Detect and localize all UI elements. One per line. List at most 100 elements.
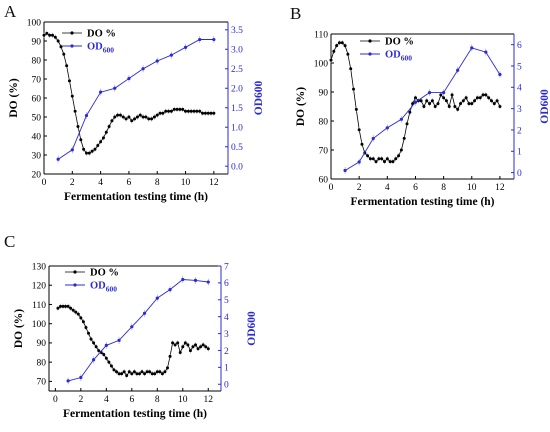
do-data-point [161,111,165,115]
do-data-point [99,140,103,144]
do-data-point [169,109,173,113]
x-tick-label: 12 [204,395,214,405]
do-data-point [147,117,151,121]
do-data-point [186,109,190,113]
do-data-point [408,110,412,114]
do-data-point [155,370,159,374]
do-data-point [150,117,154,121]
do-data-point [73,109,77,113]
y-right-tick-label: 6 [517,41,522,51]
do-data-point [475,96,479,100]
do-data-point [84,326,88,330]
do-data-point [489,99,493,103]
do-data-point [93,147,97,151]
od-data-point [371,136,375,141]
y-right-tick-label: 1 [517,148,522,158]
do-data-point [86,331,90,335]
do-data-point [352,87,356,91]
do-data-point [204,345,208,349]
do-data-point [380,157,384,161]
y-right-tick-label: 0.0 [231,163,243,173]
y-left-tick-label: 40 [32,132,42,142]
od-data-point [385,126,389,130]
do-data-point [64,304,68,308]
do-data-point [388,160,392,164]
do-data-point [206,111,210,115]
do-data-point [165,366,169,370]
do-data-point [62,52,66,56]
do-data-point [332,49,336,53]
od-data-point [181,277,185,282]
x-tick-label: 8 [155,178,160,188]
do-data-point [433,105,437,108]
od-data-point [141,67,145,71]
do-data-point [74,310,78,314]
do-data-point [168,354,172,358]
do-data-point [181,345,185,349]
do-data-point [178,107,182,111]
y-left-tick-label: 100 [27,18,42,28]
od-data-point [99,90,103,94]
do-data-point [459,102,463,106]
y-right-tick-label: 2.0 [231,85,243,95]
od-data-point [442,91,446,95]
do-data-point [104,356,108,360]
legend-od-marker [368,52,372,56]
do-data-point [201,111,205,115]
do-data-point [461,99,465,103]
od-data-point [142,311,147,315]
do-data-point [329,58,333,62]
od-data-point [130,325,134,329]
do-data-point [484,93,488,97]
legend-od-label: OD600 [87,42,114,55]
do-data-point [115,370,119,374]
do-data-point [357,128,361,132]
y-right-tick-label: 2 [224,347,229,357]
od-data-point [155,59,159,63]
do-data-point [209,111,213,115]
do-data-point [191,345,195,349]
od-data-point [413,100,418,104]
do-data-point [121,115,125,119]
y-left-tick-label: 110 [314,30,328,40]
y-left-tick-label: 30 [32,151,42,161]
x-tick-label: 10 [178,395,188,405]
do-data-point [340,41,344,45]
do-data-point [175,107,179,111]
do-data-point [113,115,117,119]
x-tick-label: 8 [441,183,446,193]
y-left-tick-label: 90 [32,37,42,47]
do-data-point [101,136,105,140]
do-data-point [349,67,353,71]
y-left-axis-label: DO (%) [295,87,307,126]
x-tick-label: 0 [42,178,47,188]
od-series-line [344,47,501,171]
do-data-point [66,304,70,308]
y-left-tick-label: 130 [32,262,47,272]
y-right-tick-label: 3 [224,330,229,340]
do-data-point [138,113,142,117]
panel-letter-b: B [290,4,302,23]
y-left-tick-label: 90 [37,339,47,349]
do-data-point [50,33,54,37]
od-data-point [198,37,202,42]
y-right-tick-label: 4 [224,313,229,323]
do-data-point [48,33,52,37]
do-data-point [402,136,406,140]
y-right-axis-label: OD600 [246,311,258,346]
x-tick-label: 10 [181,178,191,188]
do-data-point [135,115,139,119]
do-data-point [76,312,80,316]
y-right-axis-label: OD600 [253,81,265,116]
do-data-point [155,113,159,117]
do-data-point [184,109,188,113]
do-data-point [110,119,114,123]
do-data-point [201,343,205,347]
do-data-point [124,117,128,121]
od-data-point [84,113,89,118]
do-data-point [90,149,94,153]
do-data-point [107,360,111,364]
do-data-point [82,147,86,151]
do-data-point [385,157,389,161]
